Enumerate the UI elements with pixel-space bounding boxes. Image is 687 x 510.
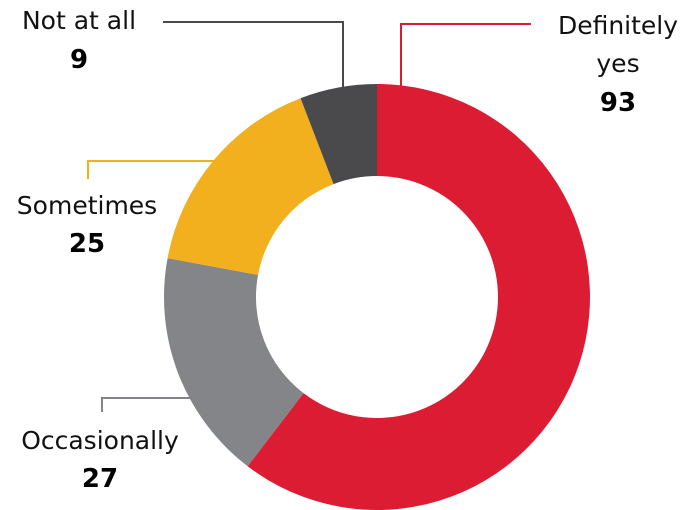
value-occasionally: 27 <box>82 464 118 494</box>
slice-occasionally <box>163 258 304 467</box>
slices-group <box>163 84 590 510</box>
leader-not-at-all <box>163 21 344 95</box>
leader-lines-group <box>87 21 531 412</box>
label-definitely-yes-line2: yes <box>596 49 639 78</box>
label-not-at-all: Not at all <box>22 6 136 35</box>
label-occasionally: Occasionally <box>21 426 179 455</box>
value-definitely-yes: 93 <box>600 88 636 118</box>
slice-not-at-all <box>300 84 377 185</box>
value-not-at-all: 9 <box>70 45 88 75</box>
value-sometimes: 25 <box>69 229 105 259</box>
slice-sometimes <box>167 98 334 275</box>
leader-sometimes <box>87 160 215 179</box>
slice-definitely-yes <box>247 84 590 510</box>
label-definitely-yes-line1: Definitely <box>558 11 678 40</box>
leader-occasionally <box>101 397 226 412</box>
leader-definitely-yes <box>400 23 531 89</box>
label-sometimes: Sometimes <box>17 191 157 220</box>
labels-group: Definitely yes 93 Not at all 9 Sometimes… <box>17 6 678 494</box>
